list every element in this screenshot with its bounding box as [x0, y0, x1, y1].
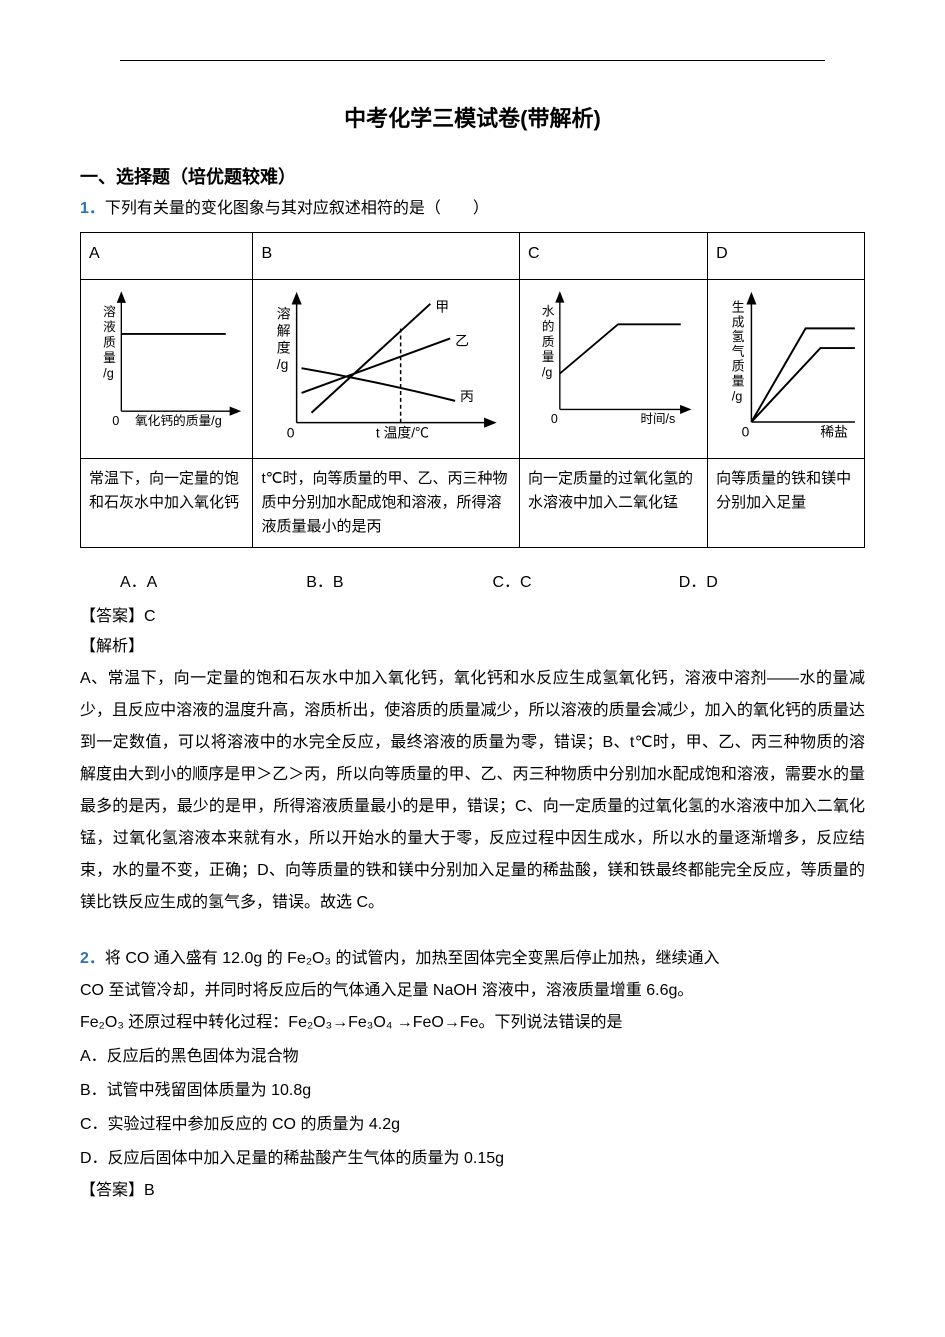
- svg-text:气: 气: [732, 344, 745, 359]
- q1-figure-table: A B C D 溶 液 质 量: [80, 232, 865, 548]
- chart-D-cell: 生 成 氢 气 质 量 /g 0 稀盐: [708, 279, 865, 458]
- section-heading: 一、选择题（培优题较难）: [80, 163, 865, 189]
- exam-page: 中考化学三模试卷(带解析) 一、选择题（培优题较难） 1．下列有关量的变化图象与…: [0, 0, 945, 1267]
- q1-jiexi-label: 【解析】: [80, 632, 865, 662]
- svg-text:稀盐: 稀盐: [821, 425, 849, 440]
- q2-option-A: A．反应后的黑色固体为混合物: [80, 1041, 865, 1073]
- svg-text:/g: /g: [103, 365, 114, 380]
- svg-text:成: 成: [732, 314, 745, 329]
- svg-text:质: 质: [732, 359, 745, 374]
- q2-stem-line3: Fe₂O₃ 还原过程中转化过程：Fe₂O₃→Fe₃O₄ →FeO→Fe。下列说法…: [80, 1007, 865, 1039]
- svg-text:溶: 溶: [277, 305, 291, 321]
- hdr-C: C: [520, 232, 708, 279]
- table-desc-row: 常温下，向一定量的饱和石灰水中加入氧化钙 t℃时，向等质量的甲、乙、丙三种物质中…: [81, 458, 865, 547]
- svg-text:量: 量: [542, 350, 555, 364]
- svg-text:量: 量: [732, 373, 745, 388]
- q2-block: 2．将 CO 通入盛有 12.0g 的 Fe₂O₃ 的试管内，加热至固体完全变黑…: [80, 943, 865, 1207]
- q2-stem-line1: 2．将 CO 通入盛有 12.0g 的 Fe₂O₃ 的试管内，加热至固体完全变黑…: [80, 943, 865, 975]
- svg-text:0: 0: [112, 413, 119, 428]
- q1-option-C: C．C: [493, 568, 679, 592]
- chart-A-cell: 溶 液 质 量 /g 0 氧化钙的质量/g: [81, 279, 253, 458]
- chart-A: 溶 液 质 量 /g 0 氧化钙的质量/g: [85, 284, 248, 429]
- hdr-B: B: [253, 232, 520, 279]
- doc-title: 中考化学三模试卷(带解析): [80, 101, 865, 133]
- svg-text:溶: 溶: [103, 304, 116, 319]
- svg-text:水: 水: [542, 304, 555, 318]
- svg-text:/g: /g: [732, 388, 743, 403]
- svg-text:时间/s: 时间/s: [640, 412, 675, 426]
- hdr-A: A: [81, 232, 253, 279]
- svg-text:0: 0: [742, 425, 750, 440]
- svg-text:0: 0: [551, 412, 558, 426]
- svg-text:0: 0: [287, 424, 295, 440]
- svg-text:t 温度/℃: t 温度/℃: [376, 424, 429, 440]
- table-header-row: A B C D: [81, 232, 865, 279]
- svg-text:解: 解: [277, 322, 291, 338]
- desc-C: 向一定质量的过氧化氢的水溶液中加入二氧化锰: [520, 458, 708, 547]
- svg-text:/g: /g: [277, 356, 289, 372]
- desc-B: t℃时，向等质量的甲、乙、丙三种物质中分别加水配成饱和溶液，所得溶液质量最小的是…: [253, 458, 520, 547]
- svg-text:氢: 氢: [732, 329, 745, 344]
- svg-text:/g: /g: [542, 365, 552, 379]
- q2-answer-label: 【答案】: [80, 1182, 144, 1199]
- chart-B: 溶 解 度 /g 0 t 温度/℃ 甲 乙 丙: [257, 284, 515, 442]
- chart-C-cell: 水 的 质 量 /g 0 时间/s: [520, 279, 708, 458]
- answer-value: C: [144, 608, 156, 625]
- svg-text:氧化钙的质量/g: 氧化钙的质量/g: [135, 413, 222, 428]
- chart-D: 生 成 氢 气 质 量 /g 0 稀盐: [712, 284, 860, 442]
- answer-label: 【答案】: [80, 608, 144, 625]
- q2-option-B: B．试管中残留固体质量为 10.8g: [80, 1075, 865, 1107]
- q2-number: 2．: [80, 950, 105, 967]
- q1-stem-text: 下列有关量的变化图象与其对应叙述相符的是（ ）: [105, 200, 489, 217]
- svg-text:量: 量: [103, 350, 116, 365]
- q2-option-C: C．实验过程中参加反应的 CO 的质量为 4.2g: [80, 1109, 865, 1141]
- svg-text:的: 的: [542, 318, 555, 333]
- top-divider: [120, 60, 825, 61]
- hdr-D: D: [708, 232, 865, 279]
- svg-text:乙: 乙: [456, 332, 470, 348]
- desc-A: 常温下，向一定量的饱和石灰水中加入氧化钙: [81, 458, 253, 547]
- chart-B-cell: 溶 解 度 /g 0 t 温度/℃ 甲 乙 丙: [253, 279, 520, 458]
- q1-stem: 1．下列有关量的变化图象与其对应叙述相符的是（ ）: [80, 195, 865, 224]
- q1-explanation: A、常温下，向一定量的饱和石灰水中加入氧化钙，氧化钙和水反应生成氢氧化钙，溶液中…: [80, 663, 865, 919]
- svg-text:质: 质: [103, 334, 116, 349]
- chart-C: 水 的 质 量 /g 0 时间/s: [524, 284, 703, 427]
- desc-D: 向等质量的铁和镁中分别加入足量: [708, 458, 865, 547]
- svg-text:生: 生: [732, 299, 745, 314]
- q2-answer-value: B: [144, 1182, 155, 1199]
- q1-answer: 【答案】C: [80, 602, 865, 632]
- q1-options: A．A B．B C．C D．D: [80, 568, 865, 592]
- q1-number: 1．: [80, 200, 105, 217]
- svg-text:丙: 丙: [461, 388, 475, 404]
- q2-answer: 【答案】B: [80, 1175, 865, 1207]
- q1-option-D: D．D: [679, 568, 865, 592]
- svg-text:度: 度: [277, 339, 291, 355]
- q1-option-A: A．A: [120, 568, 306, 592]
- q1-option-B: B．B: [306, 568, 492, 592]
- svg-text:甲: 甲: [436, 299, 450, 315]
- table-figure-row: 溶 液 质 量 /g 0 氧化钙的质量/g: [81, 279, 865, 458]
- q2-stem1: 将 CO 通入盛有 12.0g 的 Fe₂O₃ 的试管内，加热至固体完全变黑后停…: [105, 950, 720, 967]
- q2-stem-line2: CO 至试管冷却，并同时将反应后的气体通入足量 NaOH 溶液中，溶液质量增重 …: [80, 975, 865, 1007]
- svg-text:质: 质: [542, 335, 555, 349]
- q2-option-D: D．反应后固体中加入足量的稀盐酸产生气体的质量为 0.15g: [80, 1143, 865, 1175]
- svg-text:液: 液: [103, 319, 116, 334]
